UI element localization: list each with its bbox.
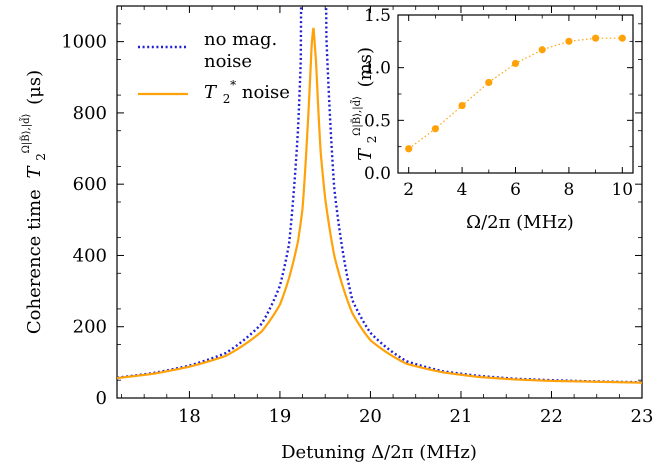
inset-y-tick-label: 0.5 xyxy=(364,111,391,131)
inset-data-point xyxy=(538,46,546,54)
main-x-tick-label: 23 xyxy=(631,406,654,427)
main-y-tick-label: 600 xyxy=(73,174,107,195)
inset-x-tick-label: 4 xyxy=(457,180,468,200)
main-y-axis-label: Coherence time T 2 Ω|B̃⟩,|d̃⟩ (μs) xyxy=(13,70,50,334)
legend-label-no-mag-noise-line1: no mag. xyxy=(204,29,277,50)
inset-x-tick-label: 10 xyxy=(611,180,633,200)
inset-x-axis-label: Ω/2π (MHz) xyxy=(466,212,574,233)
inset-x-tick-label: 6 xyxy=(510,180,521,200)
main-y-tick-label: 200 xyxy=(73,317,107,338)
main-x-tick-label: 22 xyxy=(540,406,563,427)
inset-y-tick-label: 0.0 xyxy=(364,164,391,184)
main-x-tick-label: 19 xyxy=(268,406,291,427)
legend: no mag. noise T 2 * noise xyxy=(138,29,290,108)
main-series-line-no-mag-noise xyxy=(117,6,642,384)
inset-y-axis-label-sub: 2 xyxy=(365,136,379,144)
inset-data-point xyxy=(485,78,493,87)
legend-label-t2-sub: 2 xyxy=(223,92,231,106)
inset-background xyxy=(398,15,633,173)
inset-y-tick-label: 1.5 xyxy=(364,6,391,26)
inset-x-tick-label: 8 xyxy=(563,180,574,200)
legend-label-t2-sup: * xyxy=(230,78,236,92)
main-series-line-t2-noise xyxy=(117,27,642,384)
main-series xyxy=(117,6,642,384)
inset-data-point xyxy=(592,34,600,42)
main-y-axis-label-symbol: T xyxy=(24,165,45,179)
legend-label-no-mag-noise-line2: noise xyxy=(204,51,252,72)
main-x-tick-label: 20 xyxy=(359,406,382,427)
main-y-tick-label: 400 xyxy=(73,245,107,266)
inset-data-point xyxy=(431,125,439,133)
inset-y-axis-label-symbol: T xyxy=(355,147,376,161)
inset-data-point xyxy=(565,37,573,45)
main-x-tick-label: 21 xyxy=(450,406,473,427)
main-x-axis-label: Detuning Δ/2π (MHz) xyxy=(281,442,477,463)
legend-label-t2-rest: noise xyxy=(242,82,290,103)
inset-ticks: 2 4 6 8 10 0.0 0.5 1.0 1.5 xyxy=(364,6,633,200)
inset-data-point xyxy=(405,145,413,153)
inset-data-point xyxy=(458,101,466,110)
inset-series xyxy=(405,34,626,153)
legend-label-t2-symbol: T xyxy=(204,82,218,103)
main-y-tick-label: 0 xyxy=(96,388,107,409)
main-y-tick-label: 1000 xyxy=(61,32,107,53)
inset-data-point xyxy=(618,34,626,42)
main-x-tick-label: 18 xyxy=(178,406,201,427)
inset-data-point xyxy=(511,59,520,68)
main-y-axis-label-unit: (μs) xyxy=(24,70,45,105)
main-y-tick-label: 800 xyxy=(73,103,107,124)
main-y-axis-label-sup: Ω|B̃⟩,|d̃⟩ xyxy=(19,114,32,154)
inset-x-tick-label: 2 xyxy=(403,180,414,200)
inset-y-axis-label: T 2 Ω|B̃⟩,|d̃⟩ (ms) xyxy=(344,47,381,161)
inset-y-axis-label-sup: Ω|B̃⟩,|d̃⟩ xyxy=(350,96,363,136)
main-y-axis-label-sub: 2 xyxy=(34,153,48,161)
main-y-axis-label-text: Coherence time xyxy=(24,189,45,334)
inset-y-axis-label-unit: (ms) xyxy=(355,47,376,87)
inset-y-tick-label: 1.0 xyxy=(364,59,391,79)
legend-label-t2-noise: T 2 * noise xyxy=(204,73,290,108)
